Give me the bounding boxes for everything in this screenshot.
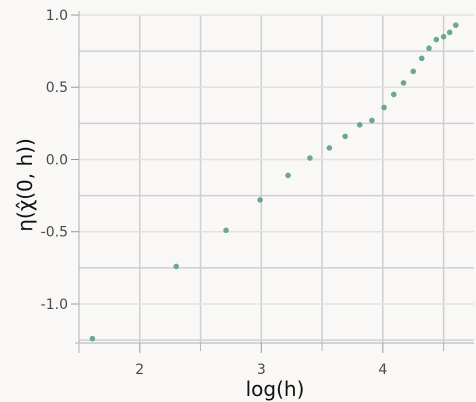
data-point (381, 104, 387, 111)
data-point (452, 22, 459, 28)
data-point (400, 80, 407, 86)
x-tick-label: 4 (378, 362, 387, 378)
grid (79, 14, 474, 343)
y-tick-label: 0.0 (46, 152, 68, 168)
x-tick-label: 3 (257, 362, 266, 378)
data-point (418, 55, 425, 62)
data-point (89, 335, 96, 342)
data-point (390, 91, 397, 98)
y-axis-title: η(χ̂(0, h)) (13, 138, 37, 232)
data-point (307, 155, 313, 161)
data-point (257, 197, 263, 203)
data-point (426, 45, 432, 52)
data-point (223, 227, 229, 234)
data-point (173, 263, 180, 270)
data-point (440, 33, 447, 40)
data-point (342, 133, 348, 140)
data-point (410, 68, 417, 75)
x-axis-title: log(h) (246, 377, 305, 401)
y-axis: -1.0 -0.5 0.0 0.5 1.0 (41, 8, 80, 353)
data-point (446, 29, 453, 36)
y-tick-label: -0.5 (41, 225, 68, 241)
data-point (326, 145, 333, 151)
y-tick-label: -1.0 (41, 297, 68, 313)
x-tick-label: 2 (135, 362, 144, 378)
data-point (356, 122, 363, 128)
y-tick-label: 0.5 (46, 80, 68, 96)
data-point (433, 36, 440, 43)
data-points (89, 22, 459, 342)
data-point (369, 117, 375, 124)
x-axis: 2 3 4 (75, 342, 474, 378)
data-point (285, 172, 291, 179)
y-tick-label: 1.0 (46, 8, 68, 24)
